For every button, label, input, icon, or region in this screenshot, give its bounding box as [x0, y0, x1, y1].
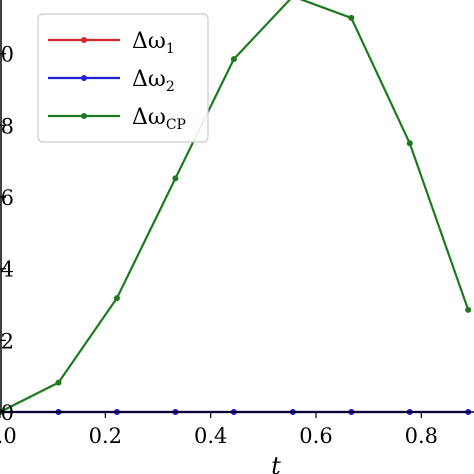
- legend-box: [37, 13, 209, 143]
- axes-layer: [0, 0, 474, 413]
- data-point-CP-6: [348, 14, 355, 21]
- y-tick-label-0: 0: [1, 401, 14, 425]
- y-tick-label-4: 8: [1, 114, 14, 138]
- legend-label-2: Δω2: [132, 67, 175, 95]
- y-tick-label-5: 0: [1, 43, 14, 67]
- data-point-CP-3: [172, 175, 179, 182]
- x-tick-label-3: 0.6: [299, 424, 332, 448]
- x-tick-label-2: 0.4: [194, 424, 227, 448]
- y-tick-label-1: 2: [1, 329, 14, 353]
- legend-marker-CP: [81, 113, 87, 119]
- x-tick-label-0: 0.0: [0, 424, 17, 448]
- data-point-CP-2: [113, 295, 120, 302]
- legend-label-subscript-2: 2: [166, 79, 175, 95]
- data-point-CP-4: [230, 56, 237, 63]
- legend-marker-1: [81, 37, 87, 43]
- x-axis-label: t: [271, 452, 281, 474]
- x-tick-label-4: 0.8: [405, 424, 438, 448]
- x-tick-label-1: 0.2: [89, 424, 122, 448]
- y-tick-label-2: 4: [1, 258, 14, 282]
- y-tick-label-3: 6: [1, 186, 14, 210]
- legend-label-subscript-1: 1: [166, 41, 175, 57]
- data-point-CP-1: [55, 379, 62, 386]
- data-point-CP-7: [406, 140, 413, 147]
- data-point-CP-8: [465, 306, 472, 313]
- ticks-layer: 0.0 0.2 0.4 0.6 0.8 0 2 4 6 8 0: [0, 43, 438, 448]
- legend-marker-2: [81, 75, 87, 81]
- legend-label-subscript-CP: CP: [166, 117, 186, 133]
